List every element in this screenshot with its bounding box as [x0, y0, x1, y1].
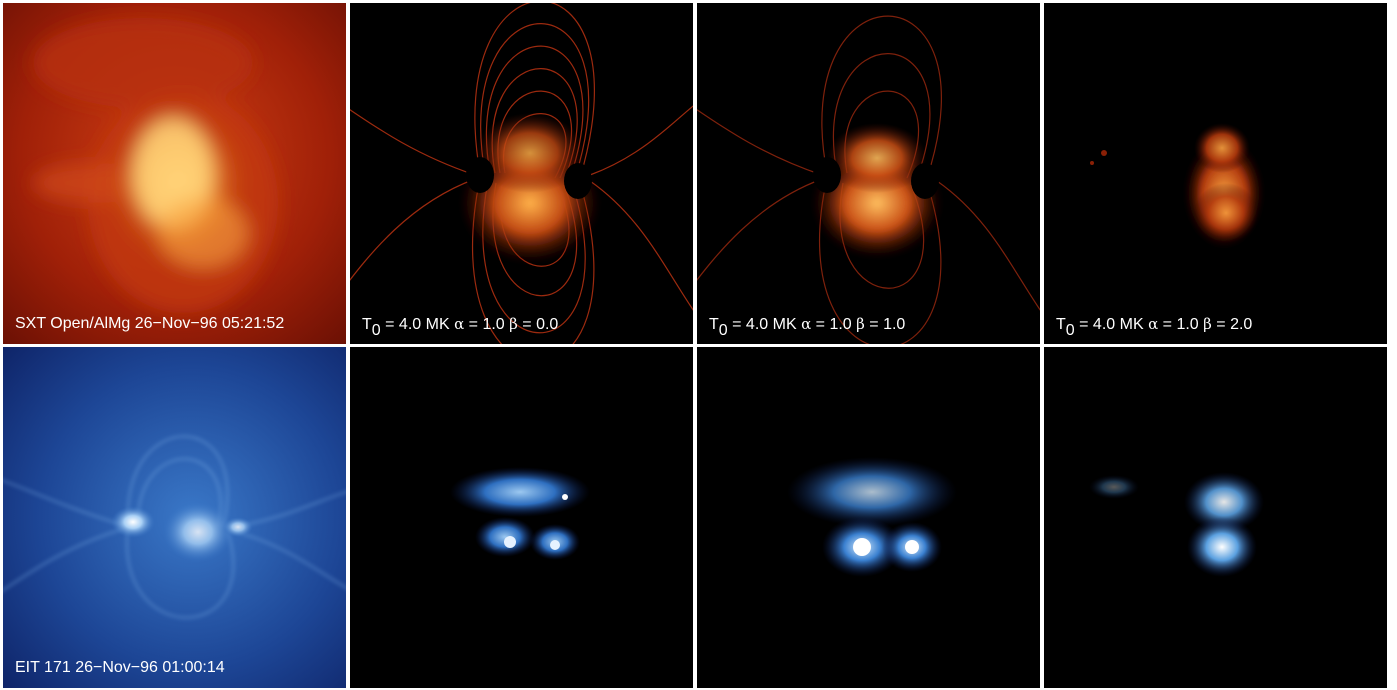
- temperature-subscript: 0: [371, 322, 381, 339]
- model-caption-beta-1: T0 = 4.0 MK α = 1.0 β = 1.0: [709, 315, 906, 339]
- eit-caption: EIT 171 26−Nov−96 01:00:14: [15, 659, 225, 676]
- euv-model-image: [350, 347, 693, 688]
- sxt-observation-panel: SXT Open/AlMg 26−Nov−96 05:21:52: [3, 3, 346, 344]
- model-caption-beta-0: T0 = 4.0 MK α = 1.0 β = 0.0: [362, 315, 559, 339]
- temperature-subscript: 0: [1065, 322, 1075, 339]
- beta-value: = 1.0: [869, 316, 906, 333]
- model-loops-image: [697, 3, 1040, 344]
- eit-image: [3, 347, 346, 688]
- sxt-image: [3, 3, 346, 344]
- model-loops-image: [1044, 3, 1387, 344]
- model-panel-beta-0: T0 = 4.0 MK α = 1.0 β = 0.0: [350, 3, 693, 344]
- euv-model-panel-beta-0: [350, 347, 693, 688]
- temperature-symbol: T: [362, 316, 372, 333]
- model-caption-beta-2: T0 = 4.0 MK α = 1.0 β = 2.0: [1056, 315, 1253, 339]
- sxt-caption: SXT Open/AlMg 26−Nov−96 05:21:52: [15, 315, 285, 332]
- temperature-subscript: 0: [718, 322, 728, 339]
- model-panel-beta-2: T0 = 4.0 MK α = 1.0 β = 2.0: [1044, 3, 1387, 344]
- euv-model-image: [697, 347, 1040, 688]
- beta-symbol: β: [509, 315, 518, 333]
- beta-value: = 0.0: [522, 316, 559, 333]
- model-panel-beta-1: T0 = 4.0 MK α = 1.0 β = 1.0: [697, 3, 1040, 344]
- temperature-value: = 4.0 MK: [732, 316, 797, 333]
- model-loops-image: [350, 3, 693, 344]
- euv-model-panel-beta-1: [697, 347, 1040, 688]
- alpha-symbol: α: [454, 315, 465, 333]
- alpha-value: = 1.0: [468, 316, 505, 333]
- alpha-value: = 1.0: [1162, 316, 1199, 333]
- temperature-symbol: T: [1056, 316, 1066, 333]
- alpha-value: = 1.0: [815, 316, 852, 333]
- beta-symbol: β: [1203, 315, 1212, 333]
- alpha-symbol: α: [1148, 315, 1159, 333]
- beta-value: = 2.0: [1216, 316, 1253, 333]
- beta-symbol: β: [856, 315, 865, 333]
- temperature-value: = 4.0 MK: [385, 316, 450, 333]
- temperature-symbol: T: [709, 316, 719, 333]
- eit-observation-panel: EIT 171 26−Nov−96 01:00:14: [3, 347, 346, 688]
- alpha-symbol: α: [801, 315, 812, 333]
- euv-model-image: [1044, 347, 1387, 688]
- euv-model-panel-beta-2: [1044, 347, 1387, 688]
- temperature-value: = 4.0 MK: [1079, 316, 1144, 333]
